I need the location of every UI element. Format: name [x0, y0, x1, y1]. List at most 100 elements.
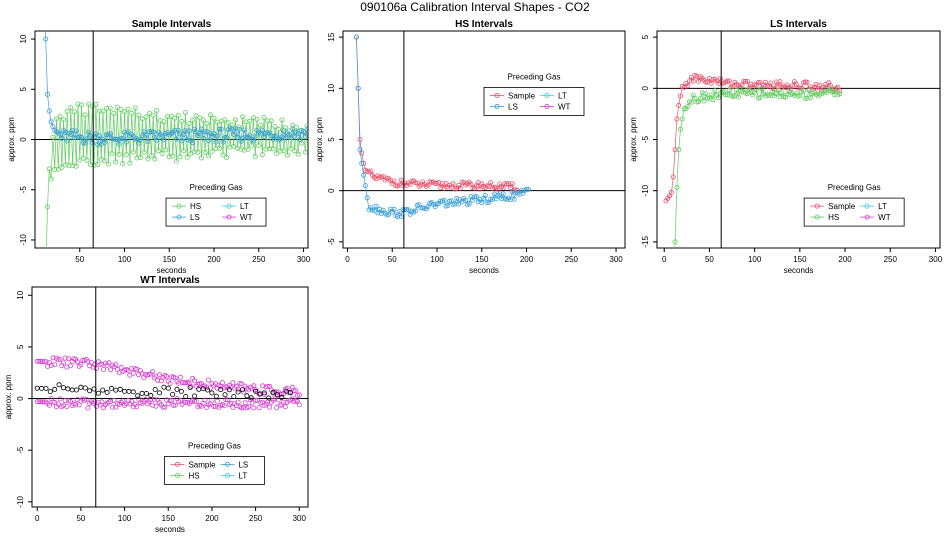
data-point [231, 394, 237, 400]
data-point [418, 205, 424, 211]
data-point [439, 181, 445, 187]
data-point [209, 397, 215, 403]
data-point [265, 383, 271, 389]
data-point [209, 148, 215, 154]
data-point [173, 158, 179, 164]
x-tick-label: 150 [163, 255, 177, 264]
data-point [213, 145, 219, 151]
legend-swatch-marker [226, 203, 232, 209]
data-point [41, 359, 47, 365]
legend-swatch-marker [544, 92, 550, 98]
data-point [85, 358, 91, 364]
data-point [154, 137, 160, 143]
data-point [101, 366, 107, 372]
data-point [75, 101, 81, 107]
data-point [373, 203, 379, 209]
data-point [482, 192, 488, 198]
data-point [202, 129, 208, 135]
data-point [247, 133, 253, 139]
data-point [263, 146, 269, 152]
data-point [87, 388, 93, 394]
x-tick-label: 50 [76, 514, 85, 523]
data-point [74, 387, 80, 393]
data-point [130, 149, 136, 155]
y-tick-label: -10 [641, 184, 650, 196]
x-tick-label: 250 [252, 255, 266, 264]
data-point [759, 86, 765, 92]
x-tick-label: 100 [748, 255, 762, 264]
data-point [726, 87, 732, 93]
data-point [288, 146, 294, 152]
legend-swatch-marker [864, 214, 870, 220]
data-point [34, 385, 40, 391]
data-point [495, 186, 501, 192]
data-point [211, 131, 217, 137]
data-point [674, 116, 680, 122]
y-tick-label: -15 [641, 236, 650, 248]
data-point [295, 130, 301, 136]
data-point [148, 129, 154, 135]
data-point [206, 138, 212, 144]
series-hs [672, 86, 843, 248]
x-tick-label: 200 [838, 255, 852, 264]
data-point [395, 214, 401, 220]
data-point [181, 380, 187, 386]
page-title: 090106a Calibration Interval Shapes - CO… [360, 0, 590, 14]
data-point [703, 91, 709, 97]
data-point [170, 391, 176, 397]
data-point [139, 116, 145, 122]
data-point [179, 138, 185, 144]
data-point [181, 132, 187, 138]
data-point [52, 362, 58, 368]
data-point [126, 388, 132, 394]
data-point [457, 185, 463, 191]
data-point [109, 404, 115, 410]
data-point [57, 114, 63, 120]
data-point [50, 134, 56, 140]
data-point [82, 140, 88, 146]
data-point [775, 84, 781, 90]
data-point [688, 99, 694, 105]
data-point [219, 380, 225, 386]
data-point [398, 214, 404, 220]
data-point [672, 239, 678, 245]
data-point [357, 147, 363, 153]
data-point [84, 157, 90, 163]
legend-box [803, 197, 905, 227]
data-point [173, 136, 179, 142]
data-point [163, 373, 169, 379]
data-point [283, 388, 289, 394]
data-point [223, 134, 229, 140]
x-tick-label: 100 [118, 514, 132, 523]
chart-title: WT Intervals [140, 275, 200, 286]
data-point [198, 155, 204, 161]
data-point [687, 78, 693, 84]
data-point [795, 93, 801, 99]
data-point [361, 172, 367, 178]
data-point [279, 117, 285, 123]
y-tick-label: -5 [641, 135, 650, 143]
data-point [174, 386, 180, 392]
data-point [47, 389, 53, 395]
data-point [42, 0, 46, 1]
data-point [149, 369, 155, 375]
data-point [230, 380, 236, 386]
data-point [164, 114, 170, 120]
data-point [259, 152, 265, 158]
data-point [118, 107, 124, 113]
x-axis-label: seconds [157, 266, 187, 275]
data-point [47, 402, 53, 408]
data-point [221, 403, 227, 409]
data-point [240, 389, 246, 395]
data-point [284, 152, 290, 158]
data-point [723, 92, 729, 98]
data-point [113, 136, 119, 142]
data-point [169, 397, 175, 403]
data-point [61, 117, 67, 123]
data-point [188, 151, 194, 157]
data-point [149, 402, 155, 408]
data-point [142, 396, 148, 402]
data-point [50, 355, 56, 361]
data-point [175, 112, 181, 118]
